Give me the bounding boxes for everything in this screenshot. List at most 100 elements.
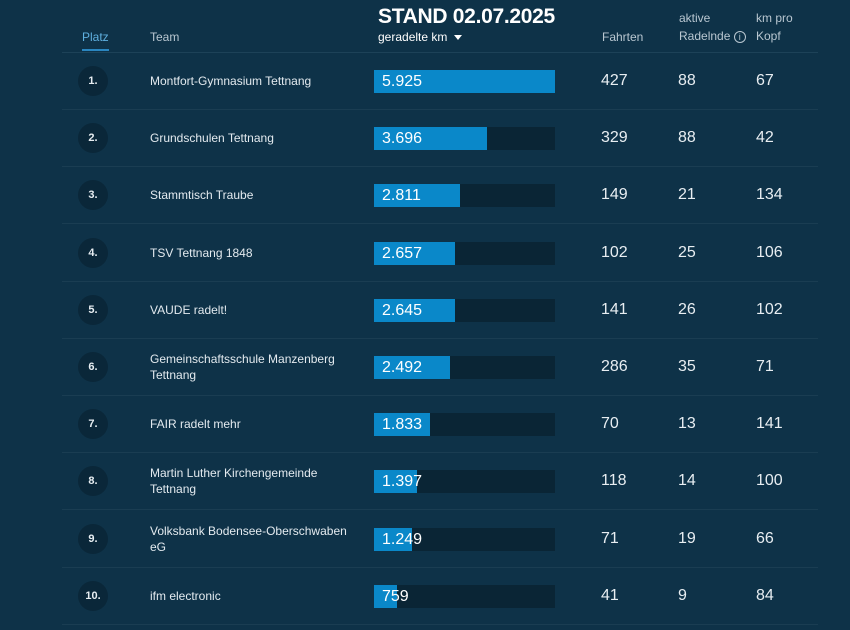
fahrten-value: 149: [601, 186, 628, 204]
rank-badge: 1.: [78, 66, 108, 96]
km-bar-fill: [374, 241, 456, 265]
rank-badge: 4.: [78, 237, 108, 268]
km-value: 2.645: [382, 301, 423, 319]
km-bar-fill: [374, 413, 430, 437]
team-name: FAIR radelt mehr: [150, 417, 241, 432]
kmpro-value: 134: [756, 186, 783, 204]
rank-badge: 5.: [78, 294, 108, 325]
km-value: 2.492: [382, 359, 423, 376]
kmpro-value: 84: [756, 586, 774, 604]
km-value: 2.657: [382, 244, 423, 262]
column-fahrten[interactable]: Fahrten: [602, 30, 644, 44]
column-aktive[interactable]: Radelnde i: [679, 29, 746, 43]
sort-caret-down-icon: [453, 35, 462, 41]
column-km[interactable]: geradelte km: [378, 30, 462, 44]
km-bar-track: 2.811: [374, 184, 555, 208]
fahrten-value: 102: [601, 243, 628, 261]
table-row[interactable]: 4. TSV Tettnang 1848 2.657 102 25 106: [62, 225, 818, 282]
info-icon[interactable]: i: [733, 31, 746, 43]
rank-badge: 2.: [78, 123, 108, 154]
aktive-value: 26: [678, 300, 696, 318]
aktive-value: 14: [678, 472, 696, 490]
km-value: 1.833: [382, 416, 423, 434]
kmpro-value: 102: [756, 300, 783, 318]
aktive-value: 13: [678, 415, 696, 433]
kmpro-value: 100: [756, 472, 783, 490]
fahrten-value: 141: [601, 300, 628, 318]
fahrten-value: 286: [601, 358, 628, 375]
km-value: 2.811: [382, 187, 421, 205]
team-name: VAUDE radelt!: [150, 302, 228, 317]
table-row[interactable]: 1. Montfort-Gymnasium Tettnang 5.925 427…: [62, 53, 818, 110]
km-bar-track: 5.925: [374, 70, 555, 93]
aktive-value: 21: [678, 186, 696, 204]
fahrten-value: 70: [601, 415, 619, 433]
kmpro-value: 67: [756, 72, 774, 89]
team-name: Martin Luther Kirchengemeinde Tettnang: [150, 466, 318, 497]
team-name: Gemeinschaftsschule Manzenberg Tettnang: [150, 352, 335, 382]
date-title: STAND 02.07.2025: [378, 5, 555, 28]
km-value: 759: [382, 587, 409, 605]
aktive-value: 19: [678, 529, 696, 547]
rank-badge: 8.: [78, 466, 108, 497]
kmpro-value: 66: [756, 529, 774, 547]
table-row[interactable]: 8. Martin Luther Kirchengemeinde Tettnan…: [62, 453, 818, 511]
fahrten-value: 71: [601, 529, 619, 547]
km-bar-fill: [374, 584, 398, 608]
table-row[interactable]: 2. Grundschulen Tettnang 3.696 329 88 42: [62, 110, 818, 168]
column-kmpro-line1[interactable]: km pro: [756, 11, 793, 25]
column-team[interactable]: Team: [150, 30, 180, 44]
km-bar-fill: [374, 184, 460, 208]
km-bar-track: 1.397: [374, 470, 555, 494]
rank-badge: 10.: [78, 580, 108, 611]
table-row[interactable]: 7. FAIR radelt mehr 1.833 70 13 141: [62, 396, 818, 454]
aktive-value: 25: [678, 243, 696, 261]
km-bar-fill: [374, 470, 417, 494]
km-bar-track: 2.645: [374, 298, 555, 322]
rank-badge: 6.: [78, 352, 108, 382]
table-header: Platz Team geradelte km Fahrten aktive R…: [62, 0, 818, 53]
kmpro-value: 141: [756, 415, 783, 433]
kmpro-value: 71: [756, 358, 774, 375]
team-name: ifm electronic: [150, 588, 221, 603]
km-bar-track: 1.833: [374, 413, 555, 437]
table-row[interactable]: 10. ifm electronic 759 41 9 84: [62, 568, 818, 625]
team-name: TSV Tettnang 1848: [150, 245, 253, 260]
rank-badge: 7.: [78, 409, 108, 440]
column-km-label: geradelte km: [378, 30, 448, 44]
table-row[interactable]: 5. VAUDE radelt! 2.645 141 26 102: [62, 282, 818, 339]
column-kmpro-line2[interactable]: Kopf: [756, 29, 781, 43]
team-name: Volksbank Bodensee-Oberschwaben eG: [150, 523, 347, 554]
fahrten-value: 329: [601, 129, 628, 147]
table-row[interactable]: 9. Volksbank Bodensee-Oberschwaben eG 1.…: [62, 511, 818, 568]
km-bar-track: 759: [374, 584, 555, 608]
column-aktive-line2: Radelnde: [679, 29, 731, 43]
km-bar-fill: [374, 356, 451, 379]
team-name: Montfort-Gymnasium Tettnang: [150, 74, 312, 88]
team-name: Grundschulen Tettnang: [150, 131, 274, 146]
km-value: 1.397: [382, 473, 423, 491]
aktive-value: 88: [678, 72, 696, 89]
aktive-value: 35: [678, 358, 696, 375]
km-bar-track: 1.249: [374, 527, 555, 551]
fahrten-value: 41: [601, 586, 619, 604]
fahrten-value: 427: [601, 72, 628, 89]
km-value: 1.249: [382, 530, 423, 548]
kmpro-value: 42: [756, 129, 774, 147]
km-bar-fill: [374, 70, 555, 93]
km-bar-track: 2.492: [374, 356, 555, 379]
column-platz[interactable]: Platz: [82, 30, 109, 51]
km-value: 3.696: [382, 130, 423, 148]
km-value: 5.925: [382, 73, 423, 90]
km-bar-track: 3.696: [374, 127, 555, 151]
aktive-value: 9: [678, 586, 687, 604]
km-bar-fill: [374, 298, 455, 322]
team-name: Stammtisch Traube: [150, 188, 254, 203]
aktive-value: 88: [678, 129, 696, 147]
rank-badge: 3.: [78, 180, 108, 211]
table-row[interactable]: 3. Stammtisch Traube 2.811 149 21 134: [62, 167, 818, 225]
kmpro-value: 106: [756, 243, 783, 261]
table-row[interactable]: 6. Gemeinschaftsschule Manzenberg Tettna…: [62, 339, 818, 396]
column-aktive-line1[interactable]: aktive: [679, 11, 711, 25]
fahrten-value: 118: [601, 472, 627, 490]
